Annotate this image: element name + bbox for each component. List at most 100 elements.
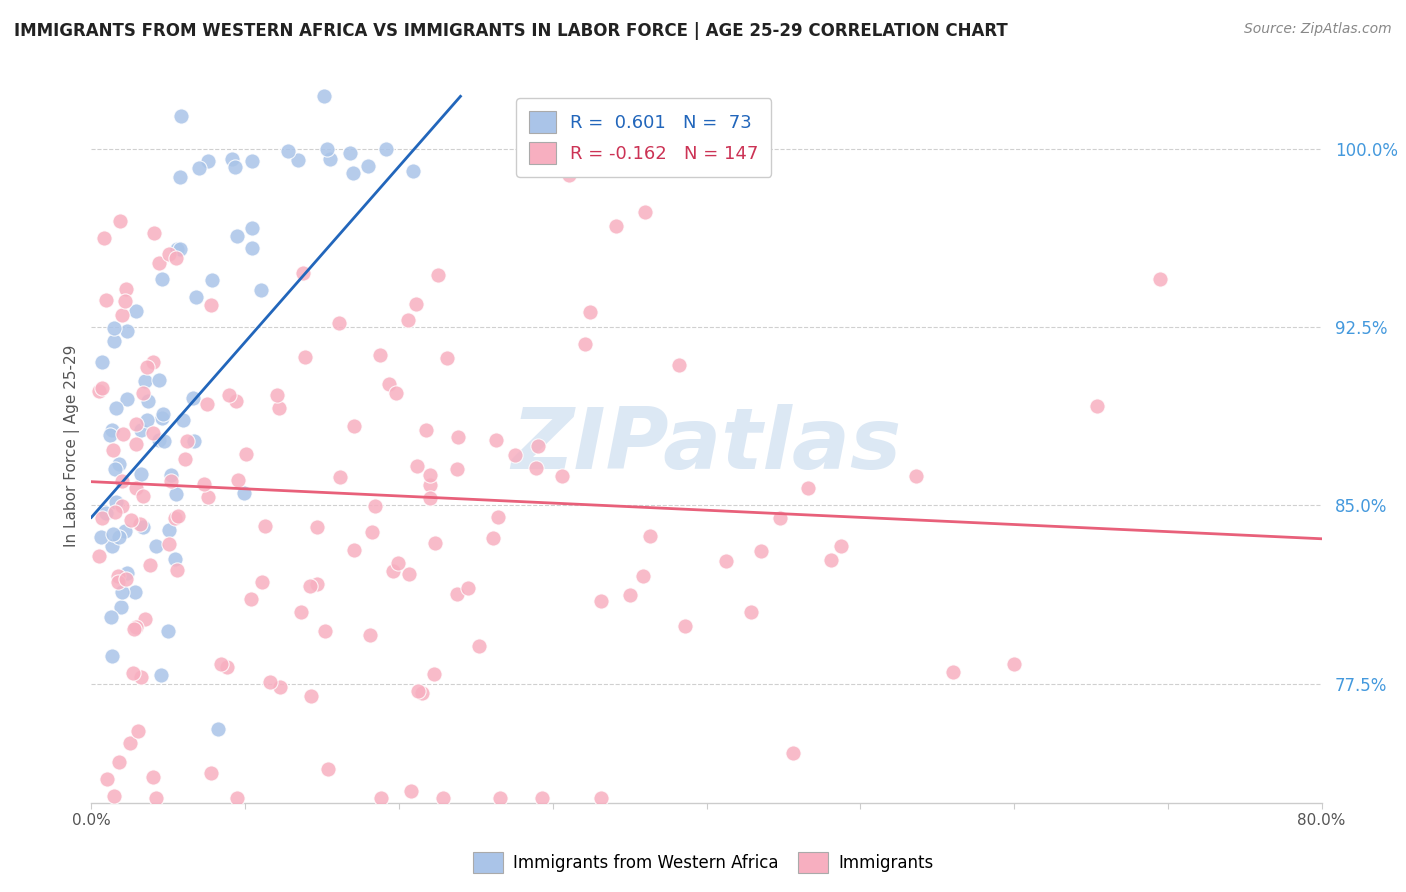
- Point: [343, 543, 366, 558]
- Point: [103, 321, 125, 335]
- Point: [619, 588, 641, 602]
- Point: [169, 169, 191, 184]
- Point: [267, 401, 290, 416]
- Point: [427, 268, 450, 282]
- Point: [118, 736, 141, 750]
- Point: [110, 599, 132, 614]
- Point: [240, 241, 263, 255]
- Point: [101, 539, 124, 553]
- Point: [94, 293, 117, 307]
- Point: [132, 385, 155, 400]
- Point: [142, 354, 165, 368]
- Point: [225, 229, 247, 244]
- Point: [124, 585, 146, 599]
- Point: [370, 790, 392, 805]
- Point: [207, 722, 229, 736]
- Point: [1002, 657, 1025, 671]
- Point: [90, 530, 112, 544]
- Point: [485, 433, 508, 447]
- Point: [149, 668, 172, 682]
- Point: [277, 145, 299, 159]
- Point: [299, 689, 322, 703]
- Point: [87, 384, 110, 399]
- Text: IMMIGRANTS FROM WESTERN AFRICA VS IMMIGRANTS IN LABOR FORCE | AGE 25-29 CORRELAT: IMMIGRANTS FROM WESTERN AFRICA VS IMMIGR…: [14, 22, 1008, 40]
- Point: [399, 784, 422, 798]
- Point: [218, 388, 240, 402]
- Point: [423, 667, 446, 681]
- Point: [314, 624, 336, 639]
- Point: [111, 308, 134, 322]
- Point: [145, 539, 167, 553]
- Point: [447, 430, 470, 444]
- Point: [209, 657, 232, 672]
- Point: [740, 605, 762, 619]
- Point: [640, 529, 662, 543]
- Point: [104, 505, 127, 519]
- Point: [132, 519, 155, 533]
- Point: [156, 624, 179, 638]
- Point: [411, 685, 433, 699]
- Point: [382, 564, 405, 578]
- Point: [226, 791, 249, 805]
- Point: [589, 791, 612, 805]
- Point: [605, 219, 627, 233]
- Point: [328, 316, 350, 330]
- Point: [98, 428, 121, 442]
- Point: [193, 476, 215, 491]
- Point: [134, 374, 156, 388]
- Point: [316, 142, 339, 156]
- Point: [820, 553, 842, 567]
- Point: [101, 649, 124, 664]
- Point: [307, 576, 329, 591]
- Point: [419, 477, 441, 491]
- Point: [233, 486, 256, 500]
- Point: [96, 772, 118, 786]
- Point: [91, 354, 114, 368]
- Point: [298, 579, 321, 593]
- Point: [136, 359, 159, 374]
- Point: [364, 499, 387, 513]
- Point: [103, 789, 125, 803]
- Point: [200, 765, 222, 780]
- Point: [124, 622, 146, 636]
- Point: [668, 358, 690, 372]
- Point: [782, 746, 804, 760]
- Point: [136, 393, 159, 408]
- Point: [904, 469, 927, 483]
- Point: [107, 569, 129, 583]
- Point: [87, 549, 110, 563]
- Point: [292, 266, 315, 280]
- Point: [129, 423, 152, 437]
- Point: [114, 572, 136, 586]
- Y-axis label: In Labor Force | Age 25-29: In Labor Force | Age 25-29: [65, 345, 80, 547]
- Point: [183, 434, 205, 449]
- Point: [114, 283, 136, 297]
- Point: [673, 619, 696, 633]
- Point: [111, 499, 134, 513]
- Point: [250, 283, 273, 297]
- Point: [152, 407, 174, 421]
- Point: [166, 242, 188, 256]
- Point: [101, 423, 124, 437]
- Point: [361, 524, 384, 539]
- Point: [551, 468, 574, 483]
- Point: [114, 293, 136, 308]
- Point: [769, 511, 792, 525]
- Point: [129, 670, 152, 684]
- Point: [90, 381, 112, 395]
- Point: [197, 490, 219, 504]
- Point: [578, 305, 600, 319]
- Point: [94, 507, 117, 521]
- Point: [134, 612, 156, 626]
- Point: [93, 231, 115, 245]
- Point: [235, 447, 257, 461]
- Point: [468, 640, 491, 654]
- Point: [125, 437, 148, 451]
- Point: [418, 468, 440, 483]
- Point: [111, 585, 134, 599]
- Point: [446, 462, 468, 476]
- Point: [402, 164, 425, 178]
- Point: [114, 524, 136, 538]
- Point: [482, 531, 505, 545]
- Point: [830, 539, 852, 553]
